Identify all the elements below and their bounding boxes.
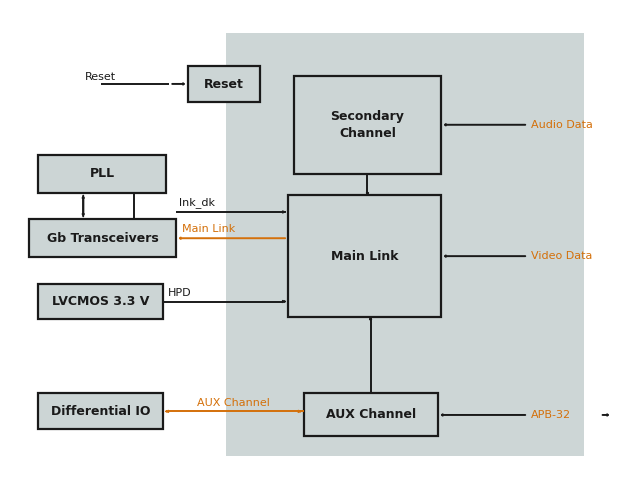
- Text: Differential IO: Differential IO: [51, 405, 150, 418]
- Text: Audio Data: Audio Data: [531, 120, 593, 130]
- Text: Secondary
Channel: Secondary Channel: [331, 110, 404, 140]
- Bar: [29, 219, 176, 257]
- Bar: [39, 284, 163, 319]
- Text: Main Link: Main Link: [182, 225, 235, 234]
- Text: AUX Channel: AUX Channel: [197, 398, 270, 408]
- Text: Video Data: Video Data: [531, 251, 593, 261]
- Bar: [188, 66, 260, 102]
- Bar: [39, 155, 166, 193]
- Text: LVCMOS 3.3 V: LVCMOS 3.3 V: [52, 295, 150, 308]
- Text: Reset: Reset: [204, 78, 244, 91]
- Text: Gb Transceivers: Gb Transceivers: [47, 232, 158, 245]
- Bar: [294, 76, 441, 174]
- Text: lnk_dk: lnk_dk: [179, 197, 215, 208]
- Text: HPD: HPD: [168, 288, 192, 298]
- Bar: [39, 394, 163, 429]
- Text: Reset: Reset: [85, 71, 116, 82]
- Text: APB-32: APB-32: [531, 410, 571, 420]
- Bar: [288, 195, 441, 317]
- Text: PLL: PLL: [90, 167, 115, 180]
- Bar: [226, 33, 584, 455]
- Bar: [303, 394, 437, 436]
- Text: Main Link: Main Link: [331, 250, 398, 262]
- Text: AUX Channel: AUX Channel: [325, 408, 416, 421]
